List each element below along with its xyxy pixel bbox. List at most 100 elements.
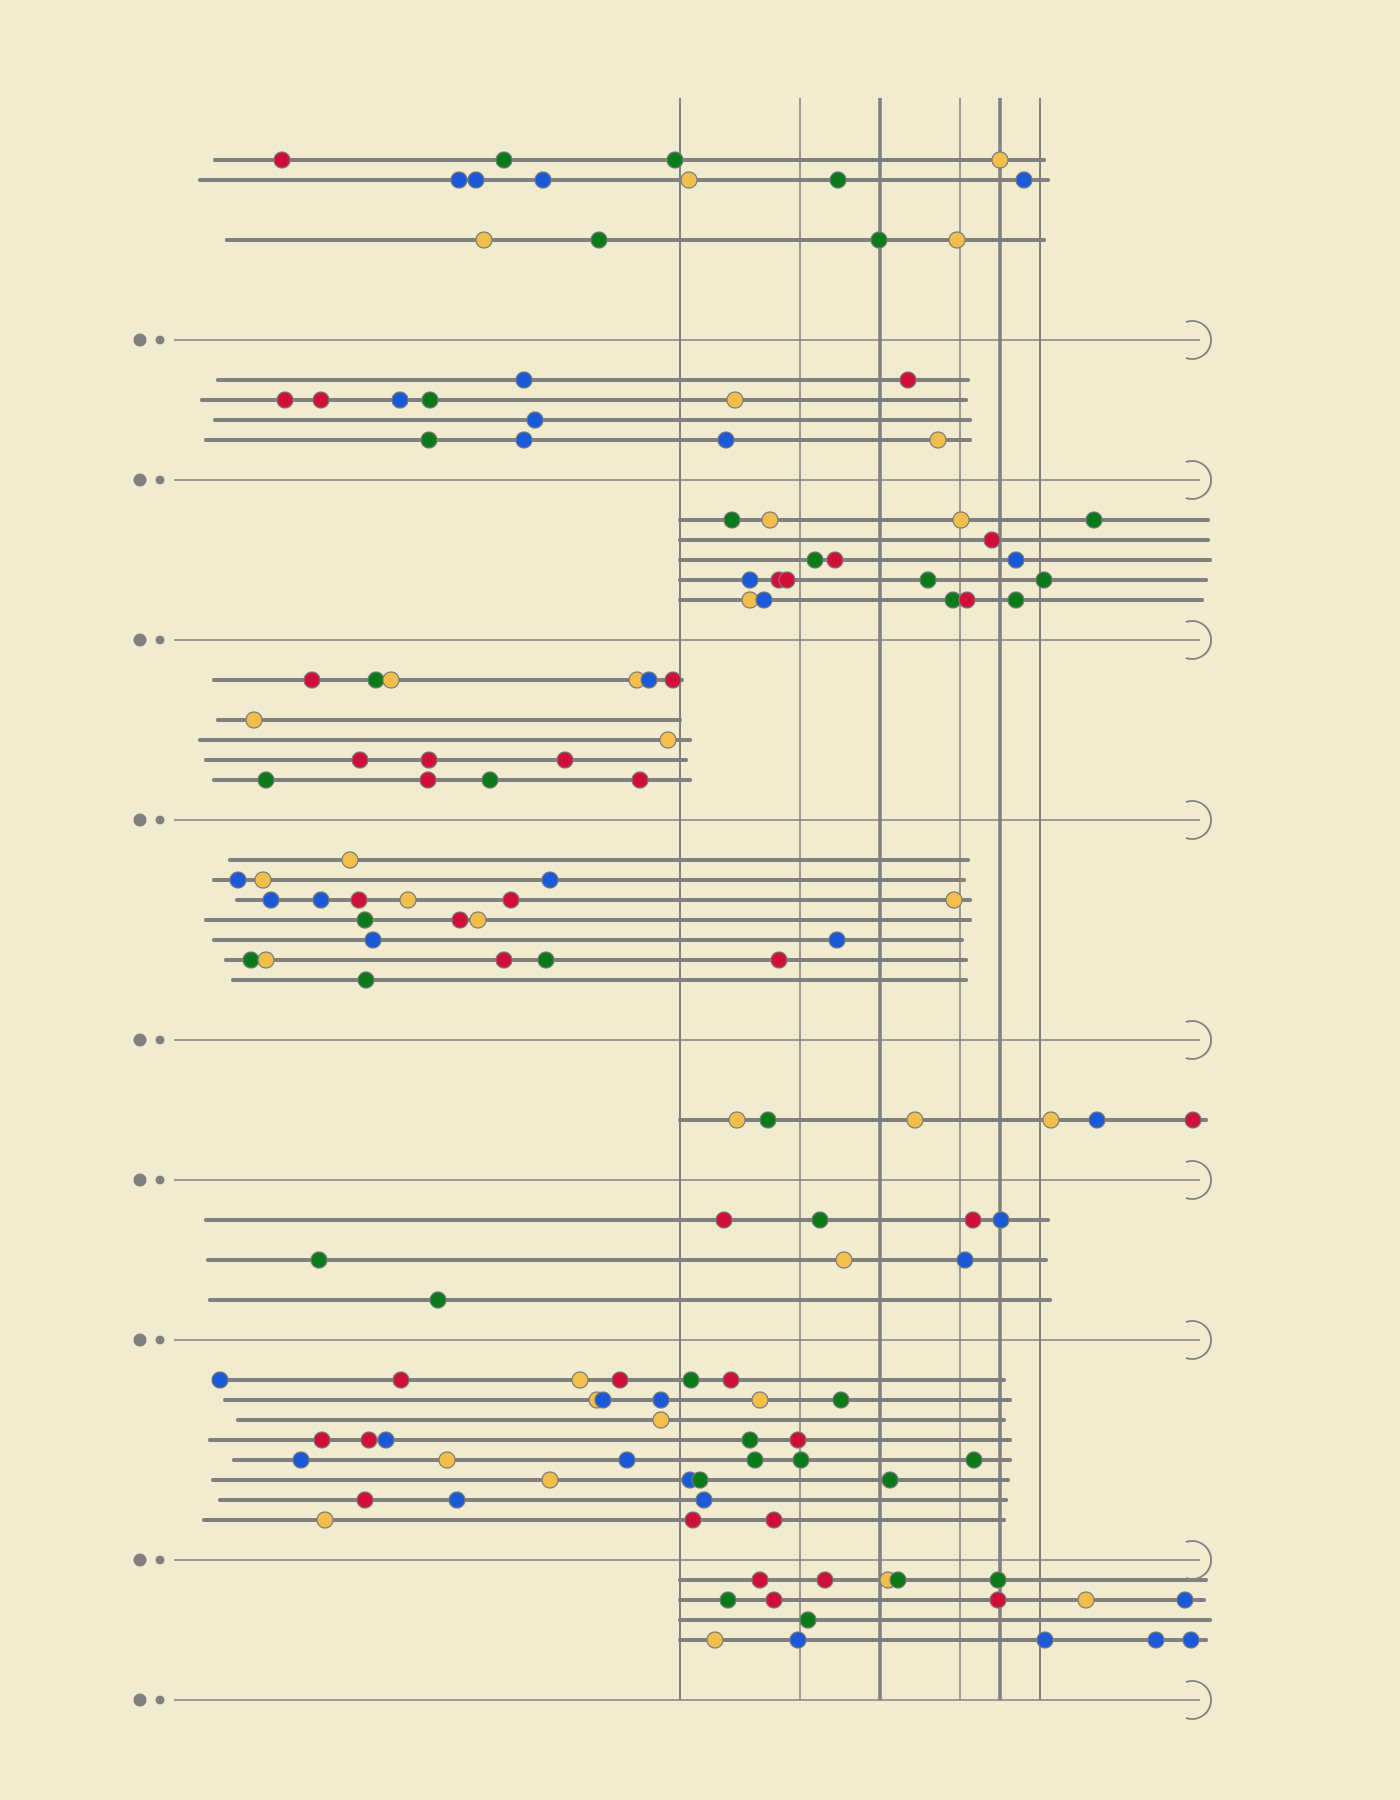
yellow-dot — [906, 1111, 924, 1129]
red-dot — [276, 391, 294, 409]
blue-dot — [364, 931, 382, 949]
green-dot — [666, 151, 684, 169]
green-dot — [357, 971, 375, 989]
green-dot — [367, 671, 385, 689]
divider-dot-large — [133, 813, 147, 827]
divider-dot-small — [155, 1335, 165, 1345]
red-dot — [765, 1591, 783, 1609]
green-dot — [537, 951, 555, 969]
green-dot — [590, 231, 608, 249]
blue-dot — [1147, 1631, 1165, 1649]
yellow-dot — [726, 391, 744, 409]
green-dot — [806, 551, 824, 569]
red-dot — [664, 671, 682, 689]
yellow-dot — [438, 1451, 456, 1469]
blue-dot — [448, 1491, 466, 1509]
red-dot — [303, 671, 321, 689]
divider-dot-large — [133, 1173, 147, 1187]
band-1 — [198, 151, 1050, 249]
yellow-dot — [254, 871, 272, 889]
green-dot — [723, 511, 741, 529]
red-dot — [778, 571, 796, 589]
blue-dot — [1088, 1111, 1106, 1129]
thread-line — [216, 371, 970, 389]
yellow-dot — [1077, 1591, 1095, 1609]
divider-dot-large — [133, 1033, 147, 1047]
divider-dot-large — [133, 633, 147, 647]
yellow-dot — [991, 151, 1009, 169]
yellow-dot — [257, 951, 275, 969]
band-7 — [204, 1211, 1052, 1309]
blue-dot — [640, 671, 658, 689]
red-dot — [826, 551, 844, 569]
yellow-dot — [316, 1511, 334, 1529]
blue-dot — [262, 891, 280, 909]
divider-dot-large — [133, 473, 147, 487]
divider-dot-large — [133, 1553, 147, 1567]
red-dot — [611, 1371, 629, 1389]
divider-arc — [1185, 620, 1212, 660]
divider-arc — [1185, 800, 1212, 840]
divider-6 — [133, 1160, 1212, 1200]
divider-arc — [1185, 320, 1212, 360]
green-dot — [870, 231, 888, 249]
divider-arc — [1185, 1320, 1212, 1360]
red-dot — [351, 751, 369, 769]
band-9 — [678, 1571, 1212, 1649]
blue-dot — [717, 431, 735, 449]
green-dot — [889, 1571, 907, 1589]
divider-arc — [1185, 1680, 1212, 1720]
band-5 — [204, 851, 972, 989]
green-dot — [242, 951, 260, 969]
green-dot — [1085, 511, 1103, 529]
red-dot — [816, 1571, 834, 1589]
thread-line — [678, 1111, 1208, 1129]
blue-dot — [652, 1391, 670, 1409]
red-dot — [356, 1491, 374, 1509]
red-dot — [360, 1431, 378, 1449]
divider-5 — [133, 1020, 1212, 1060]
thread-line — [218, 1491, 1008, 1509]
thread-line — [198, 731, 692, 749]
blue-dot — [1036, 1631, 1054, 1649]
red-dot — [350, 891, 368, 909]
yellow-dot — [652, 1411, 670, 1429]
green-dot — [829, 171, 847, 189]
blue-dot — [992, 1211, 1010, 1229]
red-dot — [765, 1511, 783, 1529]
red-dot — [313, 1431, 331, 1449]
thread-line — [232, 1451, 1012, 1469]
thread-line — [208, 1431, 1012, 1449]
divider-dot-small — [155, 635, 165, 645]
red-dot — [899, 371, 917, 389]
red-dot — [631, 771, 649, 789]
blue-dot — [1015, 171, 1033, 189]
thread-line — [200, 391, 968, 409]
green-dot — [310, 1251, 328, 1269]
green-dot — [919, 571, 937, 589]
green-dot — [811, 1211, 829, 1229]
thread-line — [212, 671, 684, 689]
divider-dot-small — [155, 475, 165, 485]
blue-dot — [541, 871, 559, 889]
thread-line — [211, 1371, 1006, 1389]
thread-line — [236, 1411, 1006, 1429]
yellow-dot — [469, 911, 487, 929]
yellow-dot — [399, 891, 417, 909]
blue-dot — [1176, 1591, 1194, 1609]
green-dot — [495, 151, 513, 169]
divider-dot-large — [133, 1333, 147, 1347]
thread-line — [678, 531, 1210, 549]
red-dot — [495, 951, 513, 969]
blue-dot — [618, 1451, 636, 1469]
thread-line — [202, 1511, 1006, 1529]
thread-line — [224, 951, 968, 969]
divider-dot-small — [155, 815, 165, 825]
divider-dot-small — [155, 1175, 165, 1185]
thread-line — [216, 711, 682, 729]
red-dot — [983, 531, 1001, 549]
red-dot — [789, 1431, 807, 1449]
yellow-dot — [728, 1111, 746, 1129]
divider-7 — [133, 1320, 1212, 1360]
